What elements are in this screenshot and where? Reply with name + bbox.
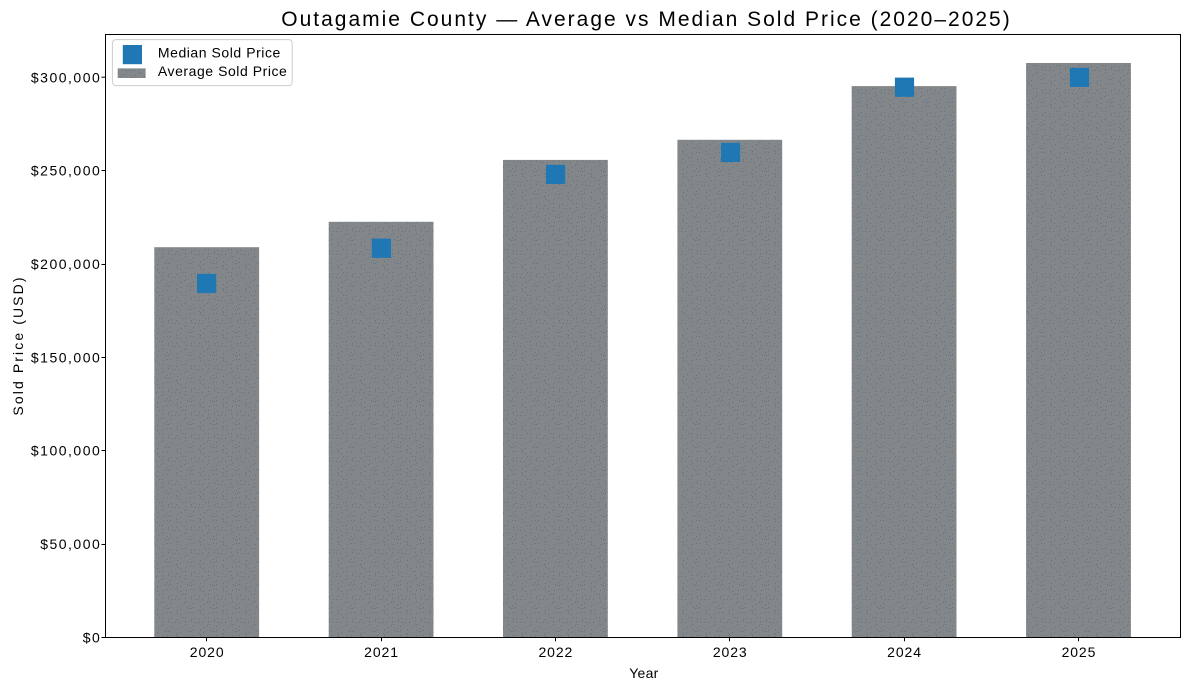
- svg-text:$200,000: $200,000: [31, 256, 101, 272]
- svg-text:$150,000: $150,000: [31, 349, 101, 365]
- svg-text:$100,000: $100,000: [31, 443, 101, 459]
- svg-text:Outagamie County — Average vs: Outagamie County — Average vs Median Sol…: [281, 8, 1011, 31]
- svg-text:Median Sold Price: Median Sold Price: [158, 45, 281, 61]
- svg-text:2023: 2023: [713, 644, 748, 660]
- svg-text:2024: 2024: [887, 644, 922, 660]
- svg-text:$50,000: $50,000: [40, 536, 101, 552]
- svg-text:2025: 2025: [1062, 644, 1097, 660]
- svg-text:2022: 2022: [538, 644, 573, 660]
- svg-text:2020: 2020: [190, 644, 225, 660]
- svg-text:$0: $0: [83, 629, 102, 645]
- svg-text:Sold Price (USD): Sold Price (USD): [10, 275, 26, 415]
- svg-text:$300,000: $300,000: [31, 69, 101, 85]
- svg-text:Year: Year: [629, 665, 658, 681]
- svg-text:Average Sold Price: Average Sold Price: [158, 63, 288, 79]
- svg-text:$250,000: $250,000: [31, 163, 101, 179]
- svg-text:2021: 2021: [364, 644, 399, 660]
